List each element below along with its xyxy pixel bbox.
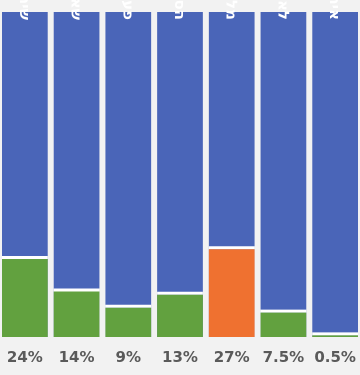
bar-background-6 [312, 12, 358, 337]
bar-share-3 [157, 294, 203, 337]
bar-background-2 [105, 12, 152, 337]
category-label-0: שירות צבאי [16, 0, 34, 21]
bar-separator-0 [2, 256, 48, 259]
category-label-5: לא ידוע [274, 0, 292, 20]
category-label-4: מלחמות ומבצעים [223, 0, 241, 20]
bar-background-3 [157, 12, 203, 337]
bar-share-5 [260, 312, 307, 337]
category-label-1: שאינו קשור בנט"ל [68, 0, 86, 21]
bar-separator-4 [208, 246, 255, 250]
bar-share-1 [53, 291, 100, 337]
bar-share-2 [105, 307, 152, 337]
value-label-0: 24% [7, 348, 43, 366]
bar-separator-5 [260, 309, 307, 313]
value-label-1: 14% [59, 348, 95, 366]
value-label-5: 7.5% [263, 348, 305, 366]
bar-separator-6 [312, 332, 358, 336]
value-label-3: 13% [162, 348, 198, 366]
bar-share-6 [312, 335, 358, 337]
bar-share-4 [208, 249, 255, 337]
value-label-2: 9% [116, 348, 141, 366]
bar-separator-3 [157, 291, 203, 295]
category-label-2: פעולות איבה [119, 0, 137, 20]
labels-group: שירות צבאי 24% שאינו קשור בנט"ל 14% פעולות א… [7, 0, 356, 366]
value-label-4: 27% [214, 348, 250, 366]
bar-separator-2 [105, 304, 152, 308]
value-label-6: 0.5% [314, 348, 356, 366]
category-label-6: אירוע לאומי [326, 0, 344, 20]
bar-background-5 [260, 12, 307, 337]
bar-background-1 [53, 12, 100, 337]
category-label-3: הסלמת המצב בטחוני [171, 0, 189, 20]
bar-share-0 [2, 259, 48, 337]
bars-group [2, 12, 358, 337]
bar-separator-1 [53, 288, 100, 292]
